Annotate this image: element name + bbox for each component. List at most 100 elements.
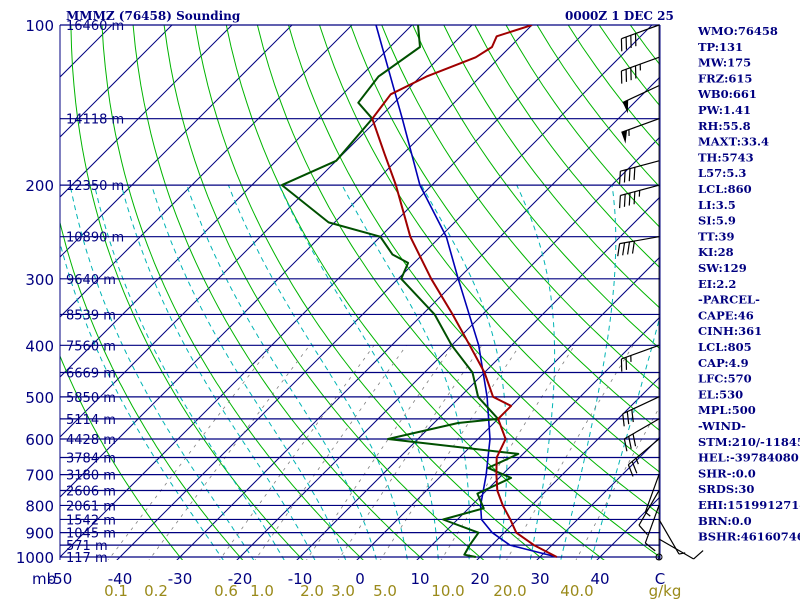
mixing-ratio-line [337,345,483,560]
mixing-ratio-tick-label: 1.0 [250,582,274,600]
index-entry: -WIND- [698,419,746,433]
isotherm-line [296,196,660,560]
pressure-tick-label: 800 [25,497,54,515]
height-label: 14118 m [66,113,124,128]
mixing-ratio-line [306,345,454,560]
height-label: 1542 m [66,513,116,528]
temperature-trace [371,25,558,558]
index-entry: SHR-:0.0 [698,466,756,480]
index-entry: BSHR:4616074620 [698,530,800,544]
wind-barb [620,344,660,372]
height-label: 16460 m [66,19,124,34]
index-entry: MPL:500 [698,403,756,417]
isotherm-line [60,25,473,438]
height-label: 1045 m [66,527,116,542]
height-label: 3784 m [66,451,116,466]
height-label: 117 m [66,551,108,566]
moist-adiabat-line [60,241,224,560]
height-label: 6669 m [66,367,116,382]
temperature-tick-label: 40 [590,570,609,588]
temperature-tick-label: C [655,570,665,588]
index-entry: EHI:151991271424. [698,498,800,512]
temperature-tick-label: -40 [108,570,133,588]
axis-labels: 16460 m 14118 m 12350 m 10890 m 9640 m 8539 m… [16,17,682,600]
dry-adiabat-line [598,25,660,107]
dry-adiabat-line [60,354,184,560]
isotherm-line [356,256,660,560]
index-entry: WMO:76458 [697,24,778,38]
mixing-ratio-tick-label: 20.0 [493,582,526,600]
isotherm-line [60,25,353,318]
pressure-unit-label: mb [32,570,56,588]
height-label: 2061 m [66,499,116,514]
height-label: 9640 m [66,273,116,288]
wind-barb [622,85,660,114]
mixing-ratio-line [506,345,634,560]
index-entry: EL:530 [698,387,743,401]
isotherm-line [60,25,233,198]
isotherm-line [60,25,593,558]
temperature-tick-label: 10 [410,570,429,588]
isotherm-line [60,25,173,138]
wind-barb [620,56,660,84]
index-entry: RH:55.8 [698,119,751,133]
index-entry: LI:3.5 [698,198,736,212]
pressure-tick-label: 900 [25,525,54,543]
index-entry: L57:5.3 [698,166,746,180]
mixing-ratio-line [148,345,311,560]
moist-adiabat-line [278,184,439,560]
isotherm-line [0,1,16,569]
moist-adiabat-line [94,184,285,560]
temperature-tick-label: -10 [288,570,313,588]
pressure-tick-label: 1000 [16,549,54,567]
temperature-tick-label: 30 [530,570,549,588]
index-entry: CAP:4.9 [698,356,749,370]
temperature-tick-label: -30 [168,570,193,588]
mixing-ratio-tick-label: 5.0 [373,582,397,600]
pressure-tick-label: 500 [25,389,54,407]
valid-time: 0000Z 1 DEC 25 [565,9,674,23]
mixing-ratio-line [219,345,375,560]
mixing-ratio-tick-label: g/kg [649,582,682,600]
index-entry: SW:129 [698,261,747,275]
wind-barb [617,236,660,257]
mixing-ratio-line [254,345,407,560]
mixing-ratio-line [107,345,273,560]
isotherm-line [596,496,660,560]
isobars [59,24,661,560]
mixing-ratio-tick-label: 3.0 [331,582,355,600]
height-label: 2606 m [66,485,116,500]
temperature-tick-label: -20 [228,570,253,588]
isotherm-line [60,25,293,258]
mixing-ratio-tick-label: 0.6 [214,582,238,600]
moist-adiabat-line [120,184,316,560]
pressure-tick-label: 600 [25,431,54,449]
wind-barb [658,519,686,555]
index-entry: SI:5.9 [698,214,736,228]
wind-barb [644,474,660,517]
index-entry: HEL:-39784080199 [698,451,800,465]
wind-barb [619,160,660,184]
temperature-tick-label: -50 [48,570,73,588]
pressure-tick-label: 200 [25,177,54,195]
mixing-ratio-tick-label: 2.0 [300,582,324,600]
index-entry: PW:1.41 [698,103,751,117]
wind-barb [658,538,704,560]
index-entry: LCL:860 [698,182,752,196]
isotherm-line [536,436,660,560]
index-entry: SRDS:30 [698,482,754,496]
profile-lines [280,25,558,558]
isotherm-line [60,25,413,378]
dewpoint-trace [280,25,520,558]
height-label: 5114 m [66,413,116,428]
height-label: 12350 m [66,179,124,194]
index-entry: MAXT:33.4 [698,135,769,149]
isotherm-line [176,76,660,560]
index-entry: LCL:805 [698,340,752,354]
index-entry: FRZ:615 [698,71,752,85]
index-entry: TT:39 [698,229,735,243]
moist-adiabat-line [560,185,617,560]
isotherm-line [236,136,660,560]
moist-adiabat-line [227,184,408,560]
